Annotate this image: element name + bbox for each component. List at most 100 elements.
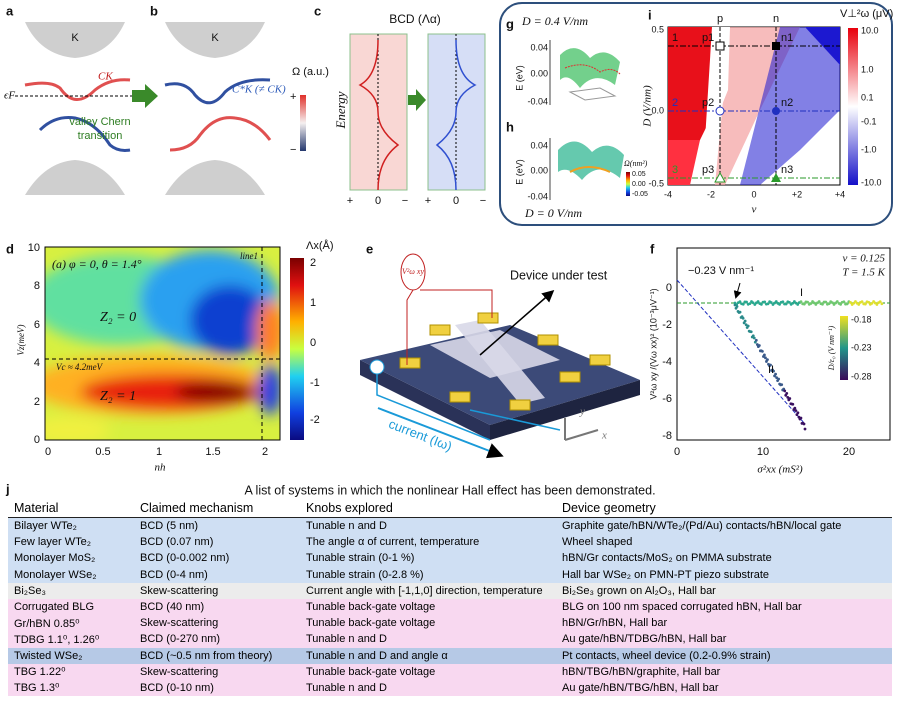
voltmeter [400,253,426,291]
colorbar-tick: -0.28 [851,371,872,381]
dot [780,383,784,387]
tick-label: -0.04 [527,96,548,106]
dot [880,302,884,306]
tick-label: 1 [156,446,162,458]
surface [558,141,624,180]
dot [799,300,803,304]
panel-label: j [5,481,10,496]
wire [406,289,493,365]
colorbar-tick: -0.05 [632,191,648,198]
table-cell: TBG 1.22⁰ [14,666,66,679]
tick-label: 0.0 [651,105,664,115]
colorbar-label: Ω(nm²) [624,159,648,168]
surface-line [564,64,621,75]
y-label: E (eV) [514,65,524,91]
map-region [805,27,840,65]
dot [793,406,797,410]
table-cell: BCD (0-10 nm) [140,681,214,694]
tick-label: -0.04 [527,191,548,201]
table-row: Bi₂Se₃ Skew-scattering Current angle with … [8,582,892,599]
tick-label: 10 [757,446,769,458]
dot [763,353,766,357]
dot [764,356,767,360]
dot [778,303,781,306]
dot [799,416,803,420]
table-row: TBG 1.22⁰ Skew-scattering Tunable back-gat… [8,663,892,680]
dot [875,303,879,306]
table-cell: Au gate/hBN/TBG/hBN, Hall bar [562,681,719,694]
table-cell: Tunable n and D [306,520,387,533]
x-label: σ²xx (mS²) [757,464,803,476]
band-curve [38,116,131,152]
axis-label: y [579,406,585,418]
panel-footer: D = 0 V/nm [524,206,582,220]
curve [435,39,477,191]
slope-label: −0.23 V nm⁻¹ [688,265,754,277]
table-cell: Gr/hBN 0.85⁰ [14,617,80,630]
tick-label: 0 [45,446,51,458]
table-cell: Graphite gate/hBN/WTe₂/(Pd/Au) contacts/… [562,520,842,533]
dot [842,300,846,304]
table-cell: The angle α of current, temperature [306,536,480,549]
dot [849,301,852,304]
hall-bar [455,320,545,404]
table-cell: Twisted WSe₂ [14,649,83,662]
panel-label: d [6,241,14,256]
table-row: Corrugated BLG BCD (40 nm) Tunable back-ga… [8,598,892,616]
band [25,160,125,195]
dot [769,363,772,367]
frame [44,246,281,441]
table-row: Few layer WTe₂ BCD (0.07 nm) The angle α o… [8,534,892,551]
dot [777,377,781,381]
x-label: nh [155,462,167,474]
dot [788,397,792,400]
dot [814,303,818,306]
regime-label: II [768,364,774,376]
dot [824,300,828,304]
data-dots [733,300,884,431]
table-cell: BCD (0.07 nm) [140,536,214,549]
dot [863,302,867,306]
line-label: 2 [672,97,678,109]
dot [791,402,795,406]
dot [754,338,758,342]
x-label: ν [752,204,757,216]
table-cell: BCD (0-4 nm) [140,568,208,581]
marker [772,107,780,115]
table-row: TDBG 1.1⁰, 1.26⁰ BCD (0-270 nm) Tunable n … [8,631,892,648]
colorbar-tick: -0.18 [851,314,872,324]
critical-label: Vc ≈ 4.2meV [56,362,104,372]
tick-label: -0.5 [648,178,664,188]
colorbar [300,95,306,151]
panel-label: e [366,241,373,256]
group-box [499,2,893,226]
panel-label: b [150,3,158,18]
dot [796,303,800,306]
table-cell: BCD (5 nm) [140,520,199,533]
colorbar-tick: − [290,144,296,156]
table-cell: Wheel shaped [562,536,633,549]
map-region [705,27,730,140]
map-region [668,140,700,185]
panel-label: f [650,241,655,256]
dot [757,344,761,347]
tick-label: 0 [751,189,756,199]
tick-label: 1.5 [205,446,220,458]
colorbar [290,258,304,440]
substrate [360,360,490,440]
table-cell: BCD (40 nm) [140,601,205,614]
dot [744,323,748,327]
tick-label: + [347,195,353,207]
colorbar-tick: 0 [310,337,316,349]
panel-label: a [6,3,14,18]
dot [817,300,821,303]
figure: a K ϵF CK b K C*K (≠ CK) valley Chern tr… [4,2,893,497]
tick-label: -8 [662,430,672,442]
dot [752,336,756,340]
header-row: Material Claimed mechanism Knobs explored D… [8,499,892,518]
dot [738,300,742,304]
dot [839,302,842,306]
dot [781,300,785,304]
panel-label: h [506,119,514,134]
